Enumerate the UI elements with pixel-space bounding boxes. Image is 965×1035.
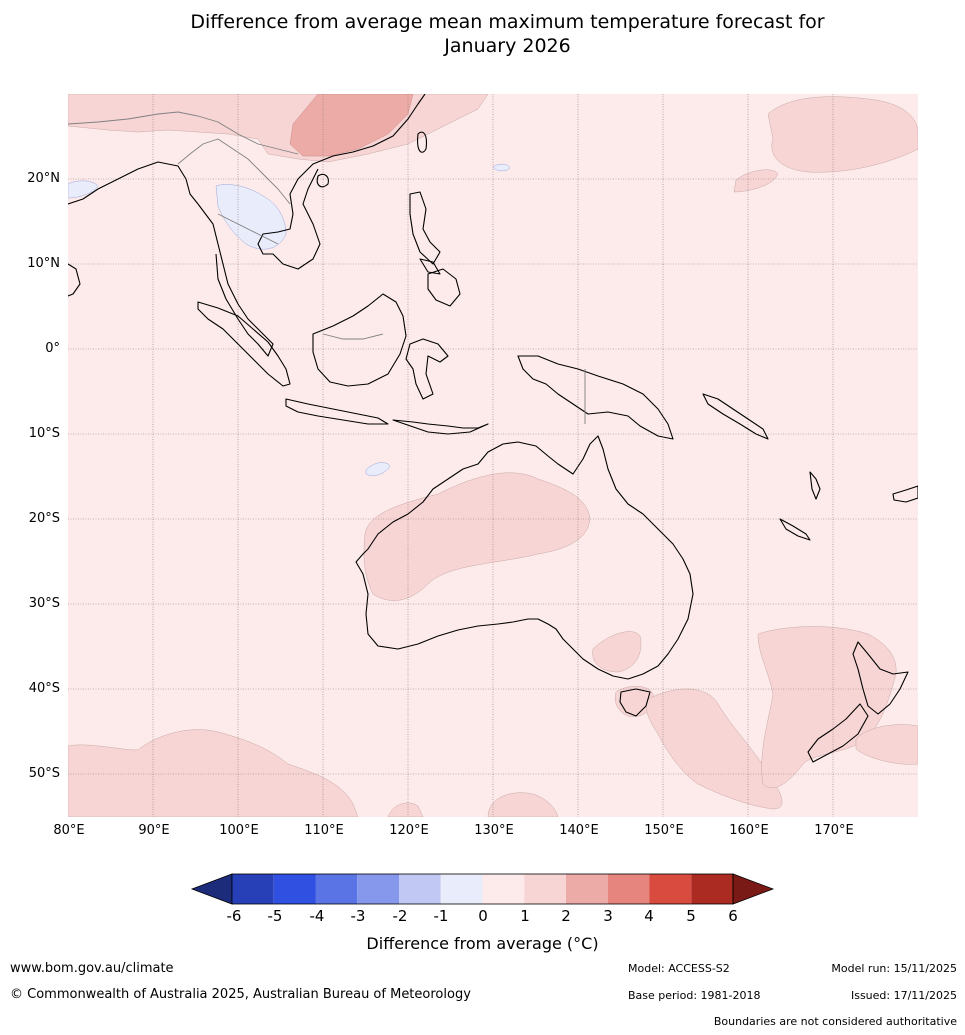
- colorbar-outline: [231, 873, 734, 905]
- colorbar-segment: [691, 874, 733, 904]
- anomaly-region-bay-cool: [68, 180, 99, 199]
- country-borders: [68, 111, 586, 424]
- coast-bay-of-bengal: [68, 161, 199, 205]
- colorbar-segment: [566, 874, 608, 904]
- colorbar-segment: [232, 874, 274, 904]
- coast-visayas: [419, 258, 441, 275]
- colorbar-tick: 6: [728, 907, 738, 925]
- colorbar-segment: [273, 874, 316, 904]
- map-title: Difference from average mean maximum tem…: [0, 10, 965, 58]
- anomaly-region-north-pacific: [767, 96, 918, 173]
- coast-vanuatu: [809, 471, 821, 500]
- colorbar-tick: 1: [520, 907, 530, 925]
- title-line-1: Difference from average mean maximum tem…: [190, 11, 825, 33]
- lon-label-160e: 160°E: [729, 823, 769, 838]
- coast-borneo: [312, 293, 407, 387]
- anomaly-region-south-east-australia: [592, 631, 642, 673]
- coast-sumatra: [197, 301, 291, 387]
- coast-tasmania: [619, 688, 651, 717]
- colorbar-segment: [482, 874, 525, 904]
- coast-india-tip: [68, 263, 81, 297]
- coast-mindanao: [427, 268, 461, 307]
- coast-solomons: [702, 393, 769, 440]
- anomaly-region-east-of-nz: [855, 724, 918, 765]
- graticule: [68, 94, 918, 817]
- title-line-2: January 2026: [444, 35, 571, 57]
- anomaly-region-southern-china: [289, 94, 414, 157]
- boundaries-disclaimer: Boundaries are not considered authoritat…: [713, 1015, 957, 1028]
- lon-label-80e: 80°E: [53, 823, 85, 838]
- lon-label-110e: 110°E: [304, 823, 344, 838]
- anomaly-region-northern-australia: [363, 472, 591, 601]
- website-link[interactable]: www.bom.gov.au/climate: [10, 961, 174, 976]
- copyright-notice: © Commonwealth of Australia 2025, Austra…: [10, 987, 471, 1002]
- colorbar-extend-high: [732, 873, 775, 905]
- lat-label-10s: 10°S: [28, 426, 60, 441]
- colorbar-segment: [399, 874, 441, 904]
- colorbar-tick: -5: [267, 907, 283, 925]
- coast-sulawesi: [405, 338, 449, 400]
- lon-label-170e: 170°E: [814, 823, 854, 838]
- colorbar: [190, 872, 775, 912]
- colorbar-segment: [649, 874, 692, 904]
- colorbar-tick: 5: [686, 907, 696, 925]
- coast-java: [285, 398, 389, 425]
- anomaly-region-north-pacific-small: [733, 169, 779, 193]
- lat-label-20s: 20°S: [28, 511, 60, 526]
- anomaly-region-southern-ocean-west: [68, 729, 359, 817]
- colorbar-label: Difference from average (°C): [366, 934, 599, 953]
- colorbar-segment: [440, 874, 483, 904]
- coast-nz-north-island: [852, 641, 909, 715]
- colorbar-segment: [607, 874, 650, 904]
- coast-lesser-sunda: [392, 419, 489, 435]
- lon-label-140e: 140°E: [559, 823, 599, 838]
- lat-label-10n: 10°N: [27, 256, 60, 271]
- model-name: Model: ACCESS-S2: [628, 962, 730, 975]
- anomaly-region-indian-ocean-cool: [365, 462, 391, 476]
- anomaly-region-pacific-cool: [492, 163, 511, 172]
- lat-label-0: 0°: [45, 341, 60, 356]
- lon-label-130e: 130°E: [474, 823, 514, 838]
- coast-fiji: [892, 485, 918, 503]
- colorbar-tick: 0: [478, 907, 488, 925]
- colorbar-tick: -6: [226, 907, 242, 925]
- coast-luzon: [409, 191, 441, 265]
- colorbar-svg: [190, 873, 775, 905]
- lat-label-30s: 30°S: [28, 596, 60, 611]
- colorbar-tick: -3: [350, 907, 366, 925]
- coast-nz-south-island: [807, 703, 869, 763]
- lat-label-40s: 40°S: [28, 681, 60, 696]
- coast-australia: [355, 435, 694, 680]
- base-period: Base period: 1981-2018: [628, 989, 761, 1002]
- coast-mainland-sea: [197, 203, 274, 357]
- issued-date: Issued: 17/11/2025: [850, 989, 957, 1002]
- colorbar-segment: [315, 874, 358, 904]
- model-run-date: Model run: 15/11/2025: [831, 962, 957, 975]
- colorbar-segment: [357, 874, 399, 904]
- lat-label-50s: 50°S: [28, 766, 60, 781]
- colorbar-tick: 3: [603, 907, 613, 925]
- lon-label-150e: 150°E: [644, 823, 684, 838]
- lon-label-90e: 90°E: [138, 823, 170, 838]
- coast-new-caledonia: [779, 518, 811, 541]
- colorbar-tick: 2: [561, 907, 571, 925]
- colorbar-segment: [524, 874, 566, 904]
- anomaly-region-new-zealand: [757, 626, 897, 789]
- map-svg: [68, 94, 918, 817]
- colorbar-extend-low: [190, 873, 233, 905]
- lat-label-20n: 20°N: [27, 171, 60, 186]
- lon-label-120e: 120°E: [389, 823, 429, 838]
- coast-taiwan: [417, 131, 427, 153]
- anomaly-region-southern-ocean-mid: [387, 802, 424, 817]
- coast-indochina: [257, 94, 426, 270]
- forecast-map: [68, 94, 918, 817]
- colorbar-tick: -1: [433, 907, 449, 925]
- lon-label-100e: 100°E: [219, 823, 259, 838]
- colorbar-tick: -4: [309, 907, 325, 925]
- anomaly-region-southern-ocean-east: [487, 792, 559, 817]
- colorbar-tick: 4: [644, 907, 654, 925]
- coast-hainan: [316, 173, 329, 188]
- colorbar-tick: -2: [392, 907, 408, 925]
